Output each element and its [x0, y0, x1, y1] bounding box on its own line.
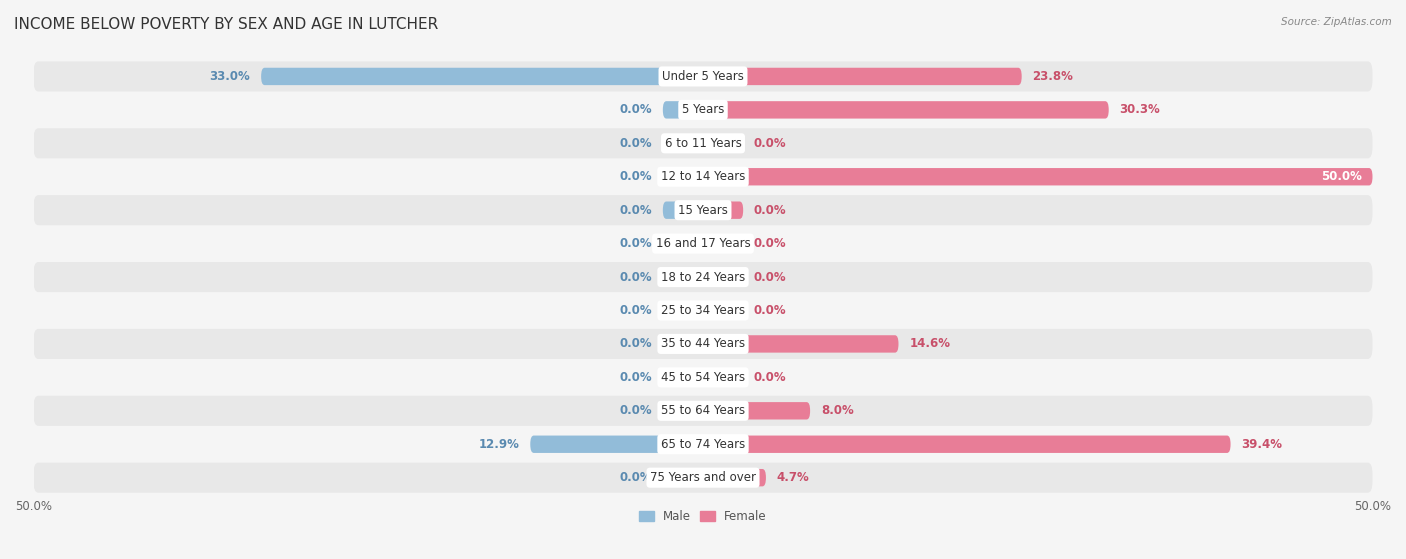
FancyBboxPatch shape	[34, 362, 1372, 392]
Text: 0.0%: 0.0%	[754, 304, 786, 317]
Text: 50.0%: 50.0%	[1320, 170, 1362, 183]
Text: 0.0%: 0.0%	[754, 203, 786, 217]
FancyBboxPatch shape	[662, 469, 703, 486]
FancyBboxPatch shape	[34, 162, 1372, 192]
FancyBboxPatch shape	[703, 402, 810, 419]
Text: Source: ZipAtlas.com: Source: ZipAtlas.com	[1281, 17, 1392, 27]
Text: Under 5 Years: Under 5 Years	[662, 70, 744, 83]
FancyBboxPatch shape	[703, 101, 1109, 119]
Text: 23.8%: 23.8%	[1032, 70, 1073, 83]
FancyBboxPatch shape	[662, 302, 703, 319]
FancyBboxPatch shape	[34, 195, 1372, 225]
Text: 15 Years: 15 Years	[678, 203, 728, 217]
FancyBboxPatch shape	[703, 369, 744, 386]
Text: 45 to 54 Years: 45 to 54 Years	[661, 371, 745, 384]
Text: 4.7%: 4.7%	[776, 471, 810, 484]
FancyBboxPatch shape	[703, 201, 744, 219]
Text: 0.0%: 0.0%	[620, 103, 652, 116]
Text: 0.0%: 0.0%	[754, 137, 786, 150]
FancyBboxPatch shape	[662, 235, 703, 252]
Text: 0.0%: 0.0%	[620, 371, 652, 384]
Text: 75 Years and over: 75 Years and over	[650, 471, 756, 484]
Text: 0.0%: 0.0%	[754, 271, 786, 283]
Text: 12.9%: 12.9%	[478, 438, 520, 451]
Text: 0.0%: 0.0%	[620, 271, 652, 283]
FancyBboxPatch shape	[662, 268, 703, 286]
FancyBboxPatch shape	[703, 68, 1022, 85]
FancyBboxPatch shape	[34, 61, 1372, 92]
FancyBboxPatch shape	[34, 95, 1372, 125]
Text: 25 to 34 Years: 25 to 34 Years	[661, 304, 745, 317]
Text: 0.0%: 0.0%	[620, 137, 652, 150]
Text: 0.0%: 0.0%	[754, 371, 786, 384]
FancyBboxPatch shape	[34, 128, 1372, 158]
FancyBboxPatch shape	[34, 396, 1372, 426]
Text: INCOME BELOW POVERTY BY SEX AND AGE IN LUTCHER: INCOME BELOW POVERTY BY SEX AND AGE IN L…	[14, 17, 439, 32]
Text: 0.0%: 0.0%	[620, 304, 652, 317]
Text: 33.0%: 33.0%	[209, 70, 250, 83]
FancyBboxPatch shape	[34, 296, 1372, 325]
Text: 8.0%: 8.0%	[821, 404, 853, 418]
FancyBboxPatch shape	[703, 135, 744, 152]
FancyBboxPatch shape	[703, 435, 1230, 453]
Text: 0.0%: 0.0%	[620, 237, 652, 250]
FancyBboxPatch shape	[34, 229, 1372, 259]
FancyBboxPatch shape	[703, 469, 766, 486]
FancyBboxPatch shape	[703, 168, 1372, 186]
FancyBboxPatch shape	[262, 68, 703, 85]
FancyBboxPatch shape	[662, 168, 703, 186]
Text: 14.6%: 14.6%	[910, 338, 950, 350]
Text: 18 to 24 Years: 18 to 24 Years	[661, 271, 745, 283]
FancyBboxPatch shape	[703, 235, 744, 252]
FancyBboxPatch shape	[34, 329, 1372, 359]
Text: 39.4%: 39.4%	[1241, 438, 1282, 451]
Text: 6 to 11 Years: 6 to 11 Years	[665, 137, 741, 150]
Text: 0.0%: 0.0%	[754, 237, 786, 250]
FancyBboxPatch shape	[662, 201, 703, 219]
FancyBboxPatch shape	[34, 429, 1372, 459]
FancyBboxPatch shape	[530, 435, 703, 453]
Text: 5 Years: 5 Years	[682, 103, 724, 116]
FancyBboxPatch shape	[703, 335, 898, 353]
Text: 35 to 44 Years: 35 to 44 Years	[661, 338, 745, 350]
Text: 0.0%: 0.0%	[620, 404, 652, 418]
Text: 0.0%: 0.0%	[620, 471, 652, 484]
FancyBboxPatch shape	[662, 369, 703, 386]
FancyBboxPatch shape	[703, 268, 744, 286]
Text: 16 and 17 Years: 16 and 17 Years	[655, 237, 751, 250]
Text: 0.0%: 0.0%	[620, 203, 652, 217]
FancyBboxPatch shape	[34, 262, 1372, 292]
FancyBboxPatch shape	[662, 101, 703, 119]
FancyBboxPatch shape	[662, 335, 703, 353]
FancyBboxPatch shape	[662, 402, 703, 419]
Text: 12 to 14 Years: 12 to 14 Years	[661, 170, 745, 183]
FancyBboxPatch shape	[703, 302, 744, 319]
Text: 30.3%: 30.3%	[1119, 103, 1160, 116]
Text: 0.0%: 0.0%	[620, 170, 652, 183]
Legend: Male, Female: Male, Female	[634, 505, 772, 528]
FancyBboxPatch shape	[34, 463, 1372, 492]
FancyBboxPatch shape	[662, 135, 703, 152]
Text: 55 to 64 Years: 55 to 64 Years	[661, 404, 745, 418]
Text: 0.0%: 0.0%	[620, 338, 652, 350]
Text: 65 to 74 Years: 65 to 74 Years	[661, 438, 745, 451]
